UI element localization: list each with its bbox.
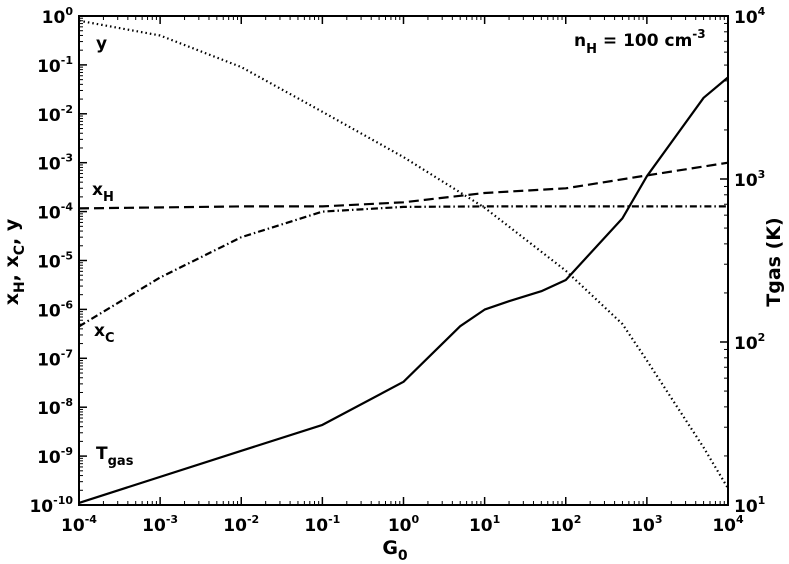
y-left-tick-label: 10-10 xyxy=(29,494,73,517)
x-axis-label: G0 xyxy=(382,537,408,564)
density-annotation: nH = 100 cm-3 xyxy=(574,27,706,57)
y-left-tick-label: 100 xyxy=(42,5,74,28)
x-tick-label: 103 xyxy=(631,513,662,536)
series-line-y xyxy=(78,19,729,489)
y-right-tick-label: 102 xyxy=(734,331,765,354)
y-left-tick-label: 10-9 xyxy=(37,445,73,468)
x-tick-label: 10-3 xyxy=(142,513,178,536)
y-left-tick-label: 10-8 xyxy=(37,396,73,419)
y-right-tick-label: 104 xyxy=(734,5,766,28)
ticks-group xyxy=(78,15,729,506)
series-group xyxy=(78,19,729,504)
y-left-tick-label: 10-6 xyxy=(37,298,73,321)
y-left-tick-label: 10-1 xyxy=(37,54,73,77)
series-line-xc xyxy=(78,205,728,328)
series-line-xh xyxy=(78,161,729,210)
y-left-tick-label: 10-4 xyxy=(37,201,73,224)
y-left-tick-label: 10-7 xyxy=(37,347,73,370)
x-tick-label: 101 xyxy=(469,513,500,536)
plot-frame xyxy=(78,15,729,506)
x-tick-label: 10-4 xyxy=(61,513,97,536)
y-right-tick-label: 103 xyxy=(734,168,765,191)
series-label-xc: xC xyxy=(94,321,115,346)
y-left-axis-label: xH, xC, y xyxy=(1,218,28,305)
y-left-tick-label: 10-5 xyxy=(37,250,73,273)
x-tick-label: 100 xyxy=(388,513,420,536)
y-left-tick-label: 10-2 xyxy=(37,103,73,126)
y-left-tick-label: 10-3 xyxy=(37,152,73,175)
series-label-xh: xH xyxy=(92,180,114,205)
y-right-axis-label: Tgas (K) xyxy=(763,217,785,306)
x-tick-label: 10-2 xyxy=(223,513,259,536)
labels-group: 10-4 10-3 10-2 10-1 100 101 102 103 104 10-10 10-9… xyxy=(1,5,785,564)
x-tick-label: 102 xyxy=(550,513,581,536)
x-tick-label: 104 xyxy=(712,513,744,536)
series-label-tgas: Tgas xyxy=(96,444,134,469)
series-label-y: y xyxy=(96,34,107,54)
series-line-tgas xyxy=(78,76,729,504)
y-right-tick-label: 101 xyxy=(734,494,765,517)
x-tick-label: 10-1 xyxy=(304,513,340,536)
